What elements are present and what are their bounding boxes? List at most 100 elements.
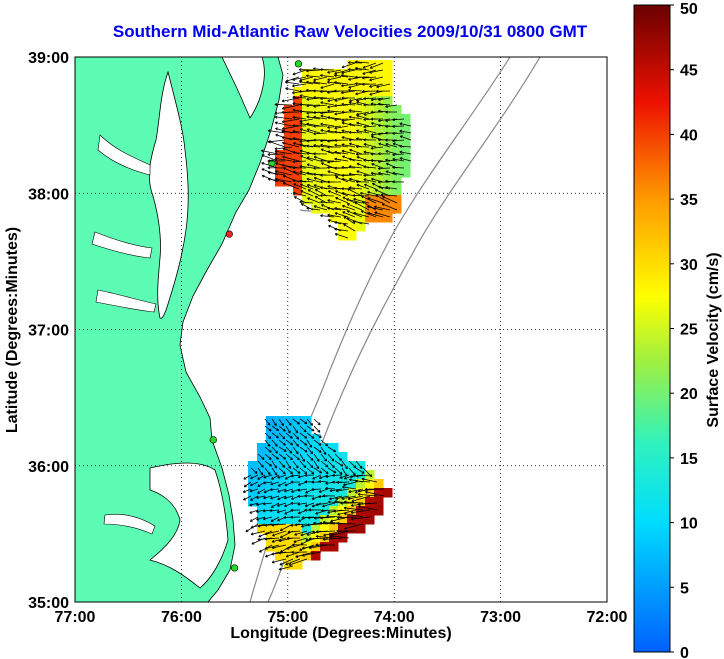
velocity-vector: [292, 96, 307, 99]
velocity-vector: [313, 205, 328, 211]
x-axis-label: Longitude (Degrees:Minutes): [230, 625, 452, 642]
velocity-vector: [278, 446, 287, 452]
velocity-arrowhead: [243, 497, 246, 501]
velocity-arrowhead: [290, 480, 294, 484]
velocity-arrowhead: [323, 533, 326, 537]
velocity-vector: [378, 172, 391, 176]
velocity-arrowhead: [341, 191, 345, 196]
velocity-vector: [263, 516, 273, 520]
velocity-vector: [299, 439, 308, 446]
velocity-arrowhead: [282, 155, 285, 159]
velocity-arrowhead: [292, 137, 296, 141]
velocity-arrowhead: [320, 85, 324, 89]
velocity-arrowhead: [260, 464, 264, 468]
velocity-vector: [362, 76, 377, 79]
velocity-arrowhead: [392, 180, 395, 184]
velocity-arrowhead: [377, 124, 381, 128]
velocity-arrowhead: [392, 157, 396, 161]
velocity-vector: [257, 467, 264, 476]
velocity-arrowhead: [331, 465, 335, 469]
velocity-vector: [392, 172, 405, 176]
velocity-cell: [266, 515, 276, 525]
velocity-vector: [392, 125, 405, 127]
velocity-vector: [285, 446, 293, 454]
velocity-vector: [299, 467, 308, 475]
velocity-arrowhead: [303, 465, 307, 469]
velocity-arrowhead: [347, 497, 351, 501]
velocity-arrowhead: [365, 490, 368, 494]
velocity-arrowhead: [302, 546, 305, 550]
velocity-cell: [383, 213, 393, 223]
velocity-arrowhead: [324, 458, 327, 462]
velocity-arrowhead: [377, 138, 381, 142]
velocity-vector: [327, 125, 342, 128]
velocity-arrowhead: [305, 69, 309, 73]
velocity-arrowhead: [308, 546, 312, 550]
velocity-arrowhead: [346, 203, 350, 207]
velocity-vector: [299, 76, 314, 81]
velocity-cell: [338, 452, 348, 462]
velocity-arrowhead: [292, 91, 295, 95]
velocity-arrowhead: [284, 504, 287, 508]
velocity-arrowhead: [296, 457, 300, 461]
velocity-arrowhead: [356, 137, 359, 141]
velocity-vector: [300, 128, 314, 134]
velocity-vector: [363, 125, 377, 128]
velocity-vector: [392, 139, 405, 142]
velocity-vector: [339, 474, 350, 479]
velocity-cell: [401, 141, 411, 151]
velocity-vector: [292, 160, 307, 163]
velocity-vector: [292, 446, 299, 455]
velocity-arrowhead: [348, 101, 352, 105]
velocity-arrowhead: [313, 172, 316, 176]
velocity-arrowhead: [313, 78, 317, 82]
velocity-arrowhead: [335, 176, 339, 179]
velocity-arrowhead: [314, 196, 318, 199]
velocity-arrowhead: [264, 546, 268, 550]
velocity-vector: [299, 432, 308, 439]
velocity-vector: [320, 187, 335, 190]
velocity-arrowhead: [310, 457, 314, 461]
velocity-arrowhead: [313, 184, 317, 188]
velocity-arrowhead: [325, 464, 329, 468]
velocity-vector: [341, 122, 356, 127]
velocity-vector: [341, 118, 356, 122]
velocity-vector: [292, 425, 299, 434]
velocity-cell: [374, 96, 384, 106]
velocity-arrowhead: [392, 165, 395, 169]
velocity-vector: [329, 535, 350, 539]
velocity-vector: [270, 481, 280, 485]
velocity-vector: [362, 467, 373, 477]
velocity-arrowhead: [342, 204, 345, 208]
colorbar-tick-label: 20: [680, 386, 698, 403]
velocity-arrowhead: [325, 474, 329, 478]
velocity-cell: [293, 551, 303, 561]
velocity-vector: [327, 81, 342, 85]
velocity-vector: [334, 69, 349, 74]
velocity-cell: [329, 195, 339, 205]
velocity-cell: [356, 159, 366, 169]
velocity-arrowhead: [329, 489, 333, 493]
velocity-arrowhead: [342, 196, 346, 200]
velocity-arrowhead: [333, 89, 337, 93]
velocity-arrowhead: [320, 173, 323, 177]
velocity-arrowhead: [334, 126, 338, 130]
velocity-arrowhead: [375, 89, 379, 93]
velocity-cell: [329, 515, 339, 525]
velocity-arrowhead: [320, 162, 324, 166]
velocity-arrowhead: [385, 170, 389, 174]
velocity-arrowhead: [320, 186, 323, 190]
velocity-cell: [347, 524, 357, 534]
velocity-vector: [356, 115, 370, 120]
velocity-arrowhead: [282, 464, 286, 468]
velocity-vector: [297, 502, 308, 505]
velocity-cell: [275, 479, 285, 489]
velocity-vector: [271, 432, 279, 439]
velocity-cell: [293, 186, 303, 196]
y-tick-label: 37:00: [28, 323, 69, 340]
velocity-arrowhead: [316, 466, 320, 470]
velocity-arrowhead: [257, 524, 261, 528]
velocity-vector: [270, 502, 280, 508]
velocity-arrowhead: [281, 120, 285, 124]
